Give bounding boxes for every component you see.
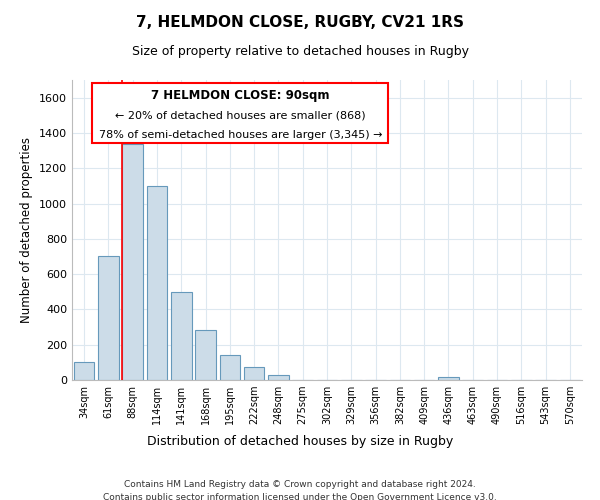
- Y-axis label: Number of detached properties: Number of detached properties: [20, 137, 34, 323]
- Bar: [244, 367, 265, 380]
- Bar: [122, 144, 143, 380]
- Text: Size of property relative to detached houses in Rugby: Size of property relative to detached ho…: [131, 45, 469, 58]
- FancyBboxPatch shape: [92, 83, 388, 143]
- Text: 7, HELMDON CLOSE, RUGBY, CV21 1RS: 7, HELMDON CLOSE, RUGBY, CV21 1RS: [136, 15, 464, 30]
- Bar: [146, 186, 167, 380]
- Bar: [195, 330, 216, 380]
- Bar: [268, 374, 289, 380]
- Bar: [98, 256, 119, 380]
- Bar: [220, 356, 240, 380]
- Text: Distribution of detached houses by size in Rugby: Distribution of detached houses by size …: [147, 435, 453, 448]
- Text: Contains public sector information licensed under the Open Government Licence v3: Contains public sector information licen…: [103, 492, 497, 500]
- Text: 78% of semi-detached houses are larger (3,345) →: 78% of semi-detached houses are larger (…: [98, 130, 382, 140]
- Text: 7 HELMDON CLOSE: 90sqm: 7 HELMDON CLOSE: 90sqm: [151, 89, 329, 102]
- Bar: [74, 362, 94, 380]
- Bar: [438, 378, 459, 380]
- Text: ← 20% of detached houses are smaller (868): ← 20% of detached houses are smaller (86…: [115, 110, 365, 120]
- Text: Contains HM Land Registry data © Crown copyright and database right 2024.: Contains HM Land Registry data © Crown c…: [124, 480, 476, 489]
- Bar: [171, 292, 191, 380]
